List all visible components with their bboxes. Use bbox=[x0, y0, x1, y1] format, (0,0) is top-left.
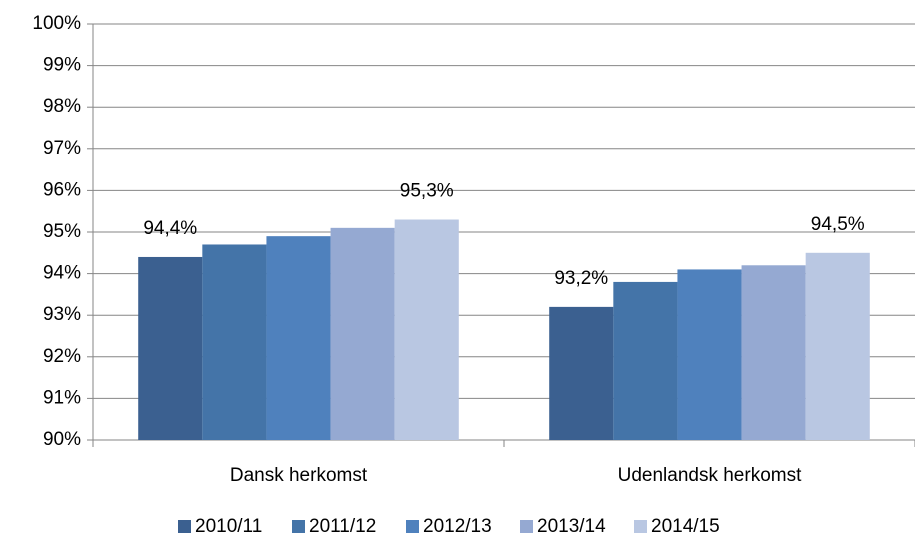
legend-swatch bbox=[178, 520, 191, 533]
y-tick-label: 94% bbox=[43, 263, 81, 284]
legend-swatch bbox=[406, 520, 419, 533]
y-tick-label: 90% bbox=[43, 429, 81, 450]
bar bbox=[549, 306, 614, 440]
legend-label: 2013/14 bbox=[537, 516, 606, 537]
bar bbox=[330, 227, 395, 440]
bar bbox=[613, 281, 678, 440]
y-tick-label: 98% bbox=[43, 96, 81, 117]
bar bbox=[805, 252, 870, 440]
x-tick-label: Udenlandsk herkomst bbox=[618, 465, 802, 486]
y-tick-label: 96% bbox=[43, 179, 81, 200]
data-label: 93,2% bbox=[554, 268, 608, 289]
bar bbox=[741, 265, 806, 440]
x-tick-label: Dansk herkomst bbox=[230, 465, 368, 486]
legend-label: 2012/13 bbox=[423, 516, 492, 537]
legend-label: 2014/15 bbox=[651, 516, 720, 537]
bar bbox=[394, 219, 459, 440]
bar bbox=[266, 236, 331, 440]
y-tick-label: 93% bbox=[43, 304, 81, 325]
data-label: 94,5% bbox=[811, 214, 865, 235]
legend-swatch bbox=[634, 520, 647, 533]
bar bbox=[677, 269, 742, 440]
data-label: 94,4% bbox=[143, 218, 197, 239]
y-tick-label: 92% bbox=[43, 346, 81, 367]
y-tick-label: 99% bbox=[43, 55, 81, 76]
bar bbox=[138, 256, 203, 440]
y-tick-label: 91% bbox=[43, 387, 81, 408]
data-label: 95,3% bbox=[400, 181, 454, 202]
legend-swatch bbox=[520, 520, 533, 533]
y-tick-label: 95% bbox=[43, 221, 81, 242]
legend-label: 2010/11 bbox=[195, 516, 262, 537]
y-tick-label: 97% bbox=[43, 138, 81, 159]
bar bbox=[202, 244, 267, 440]
y-tick-label: 100% bbox=[32, 13, 81, 34]
legend-swatch bbox=[292, 520, 305, 533]
legend-label: 2011/12 bbox=[309, 516, 376, 537]
